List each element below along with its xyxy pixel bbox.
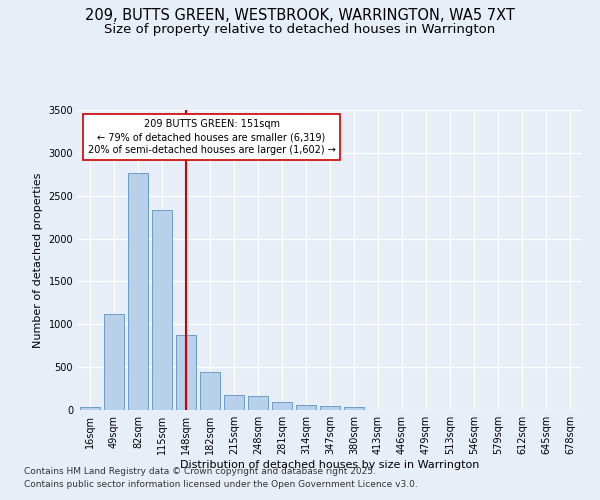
Bar [200,372,220,410]
Text: Size of property relative to detached houses in Warrington: Size of property relative to detached ho… [104,22,496,36]
Bar [296,405,316,410]
Bar [248,396,268,410]
Text: 209 BUTTS GREEN: 151sqm
← 79% of detached houses are smaller (6,319)
20% of semi: 209 BUTTS GREEN: 151sqm ← 79% of detache… [88,119,335,156]
Bar [272,402,292,410]
Y-axis label: Number of detached properties: Number of detached properties [33,172,43,348]
Bar [320,406,340,410]
Bar [176,334,196,410]
Text: 209, BUTTS GREEN, WESTBROOK, WARRINGTON, WA5 7XT: 209, BUTTS GREEN, WESTBROOK, WARRINGTON,… [85,8,515,22]
Bar [80,406,100,410]
Bar [224,396,244,410]
Text: Contains public sector information licensed under the Open Government Licence v3: Contains public sector information licen… [24,480,418,489]
X-axis label: Distribution of detached houses by size in Warrington: Distribution of detached houses by size … [181,460,479,470]
Bar [128,174,148,410]
Bar [152,210,172,410]
Bar [104,314,124,410]
Bar [344,408,364,410]
Text: Contains HM Land Registry data © Crown copyright and database right 2025.: Contains HM Land Registry data © Crown c… [24,467,376,476]
